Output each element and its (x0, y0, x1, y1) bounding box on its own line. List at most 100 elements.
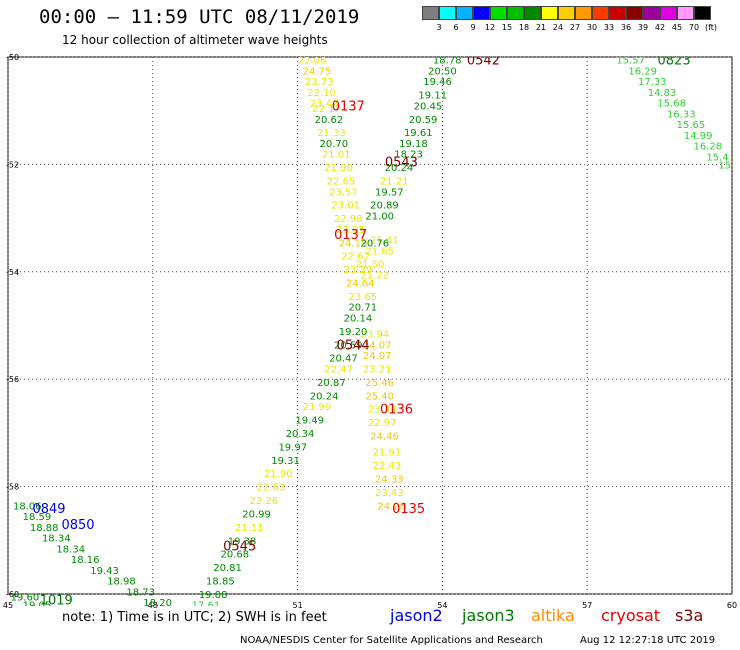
lat-tick-label: -50 (6, 53, 19, 62)
colorbar-swatch (439, 6, 456, 20)
swh-value-label: 21.90 (324, 163, 353, 174)
colorbar-swatch (694, 6, 711, 20)
lat-tick-label: -54 (6, 268, 19, 277)
pass-time-label: 0135 (392, 502, 425, 517)
colorbar-label: 12 (484, 23, 496, 32)
swh-value-label: 22.10 (307, 88, 336, 99)
swh-value-label: 18.34 (56, 544, 85, 555)
swh-value-label: 23.73 (305, 77, 334, 88)
colorbar-swatch (592, 6, 609, 20)
colorbar-label: 45 (671, 23, 683, 32)
pass-time-label: 0543 (385, 156, 418, 171)
swh-value-label: 22.65 (327, 177, 356, 188)
swh-value-label: 14.99 (684, 131, 713, 142)
map-subtitle: 12 hour collection of altimeter wave hei… (62, 33, 328, 47)
swh-value-label: 19.57 (375, 187, 404, 198)
legend-cryosat: cryosat (601, 606, 661, 625)
swh-value-label: 21.11 (235, 523, 264, 534)
colorbar-swatch (524, 6, 541, 20)
swh-value-label: 20.68 (221, 550, 250, 561)
colorbar-label: 21 (535, 23, 547, 32)
map-frame (7, 56, 733, 595)
colorbar-swatch (422, 6, 439, 20)
colorbar-label: 18 (518, 23, 530, 32)
lat-tick-label: -58 (6, 483, 19, 492)
colorbar-label: 15 (501, 23, 513, 32)
pass-time-label: 1019 (40, 593, 73, 608)
swh-value-label: 20.34 (286, 429, 315, 440)
generated-timestamp: Aug 12 12:27:18 UTC 2019 (580, 635, 716, 646)
swh-value-label: 19.88 (199, 590, 228, 601)
swh-value-label: 23.01 (332, 201, 361, 212)
swh-value-label: 21.41 (370, 236, 399, 247)
swh-value-label: 22.98 (334, 214, 363, 225)
swh-value-label: 19.43 (90, 566, 119, 577)
swh-value-label: 17.33 (638, 77, 667, 88)
swh-value-label: 20.59 (409, 115, 438, 126)
swh-value-label: 20.87 (317, 378, 346, 389)
swh-value-label: 16.33 (667, 109, 696, 120)
colorbar-label: 33 (603, 23, 615, 32)
colorbar-swatch (558, 6, 575, 20)
swh-value-label: 21.99 (303, 402, 332, 413)
pass-time-label: 0849 (32, 502, 65, 517)
lon-tick-label: 48 (148, 601, 158, 610)
swh-value-label: 15.68 (657, 99, 686, 110)
swh-value-label: 24.28 (377, 501, 406, 512)
colorbar-label: 42 (654, 23, 666, 32)
colorbar-swatch (626, 6, 643, 20)
colorbar-label: 70 (688, 23, 700, 32)
swh-value-label: 20.24 (385, 163, 414, 174)
lat-tick-label: -56 (6, 375, 19, 384)
swh-value-label: 19.20 (339, 327, 368, 338)
colorbar-swatch (473, 6, 490, 20)
colorbar-label: 9 (470, 23, 476, 32)
pass-time-label: 0136 (380, 403, 413, 418)
legend-jason3: jason3 (462, 606, 515, 625)
colorbar-swatch (609, 6, 626, 20)
swh-value-label: 16.79 (71, 633, 100, 644)
pass-time-label: 1020 (88, 623, 121, 638)
swh-value-label: 20.50 (428, 66, 457, 77)
swh-value-label: 18.59 (23, 512, 52, 523)
pass-time-label: 0545 (223, 540, 256, 555)
lat-tick-label: -52 (6, 160, 19, 169)
swh-value-label: 21.01 (322, 150, 351, 161)
swh-value-label: 20.70 (319, 139, 348, 150)
swh-value-label: 19.11 (418, 91, 447, 102)
colorbar-swatch (660, 6, 677, 20)
lon-tick-label: 45 (3, 601, 13, 610)
swh-value-label: 25.40 (365, 391, 394, 402)
colorbar-swatch (541, 6, 558, 20)
swh-value-label: 22.62 (341, 252, 370, 263)
swh-value-label: 23.29 (344, 265, 373, 276)
swh-value-label: 24.75 (303, 66, 332, 77)
swh-value-label: 19.38 (228, 536, 257, 547)
map-title: 00:00 – 11:59 UTC 08/11/2019 (39, 6, 360, 28)
swh-value-label: 21.90 (264, 469, 293, 480)
swh-value-label: 23.42 (310, 99, 339, 110)
colorbar-label: 27 (569, 23, 581, 32)
colorbar-label: 36 (620, 23, 632, 32)
swh-value-label: 22.43 (373, 461, 402, 472)
swh-value-label: 19.60 (11, 593, 40, 604)
swh-value-label: 18.34 (42, 534, 71, 545)
colorbar-swatch (507, 6, 524, 20)
swh-value-label: 20.59 (334, 340, 363, 351)
swh-value-label: 21.50 (356, 260, 385, 271)
swh-value-label: 20.99 (242, 509, 271, 520)
swh-value-label: 21.33 (317, 128, 346, 139)
credit-text: NOAA/NESDIS Center for Satellite Applica… (240, 635, 543, 646)
colorbar-label: 30 (586, 23, 598, 32)
swh-value-label: 16.29 (628, 66, 657, 77)
lat-tick-label: -60 (6, 590, 19, 599)
swh-value-label: 19.97 (278, 442, 307, 453)
swh-value-label: 15.65 (677, 120, 706, 131)
swh-value-label: 19.05 (23, 601, 52, 612)
swh-value-label: 20.62 (315, 115, 344, 126)
swh-value-label: 18.78 (433, 56, 462, 67)
legend-jason2: jason2 (390, 606, 443, 625)
lon-tick-label: 60 (727, 601, 737, 610)
colorbar-label: (ft) (704, 23, 718, 32)
